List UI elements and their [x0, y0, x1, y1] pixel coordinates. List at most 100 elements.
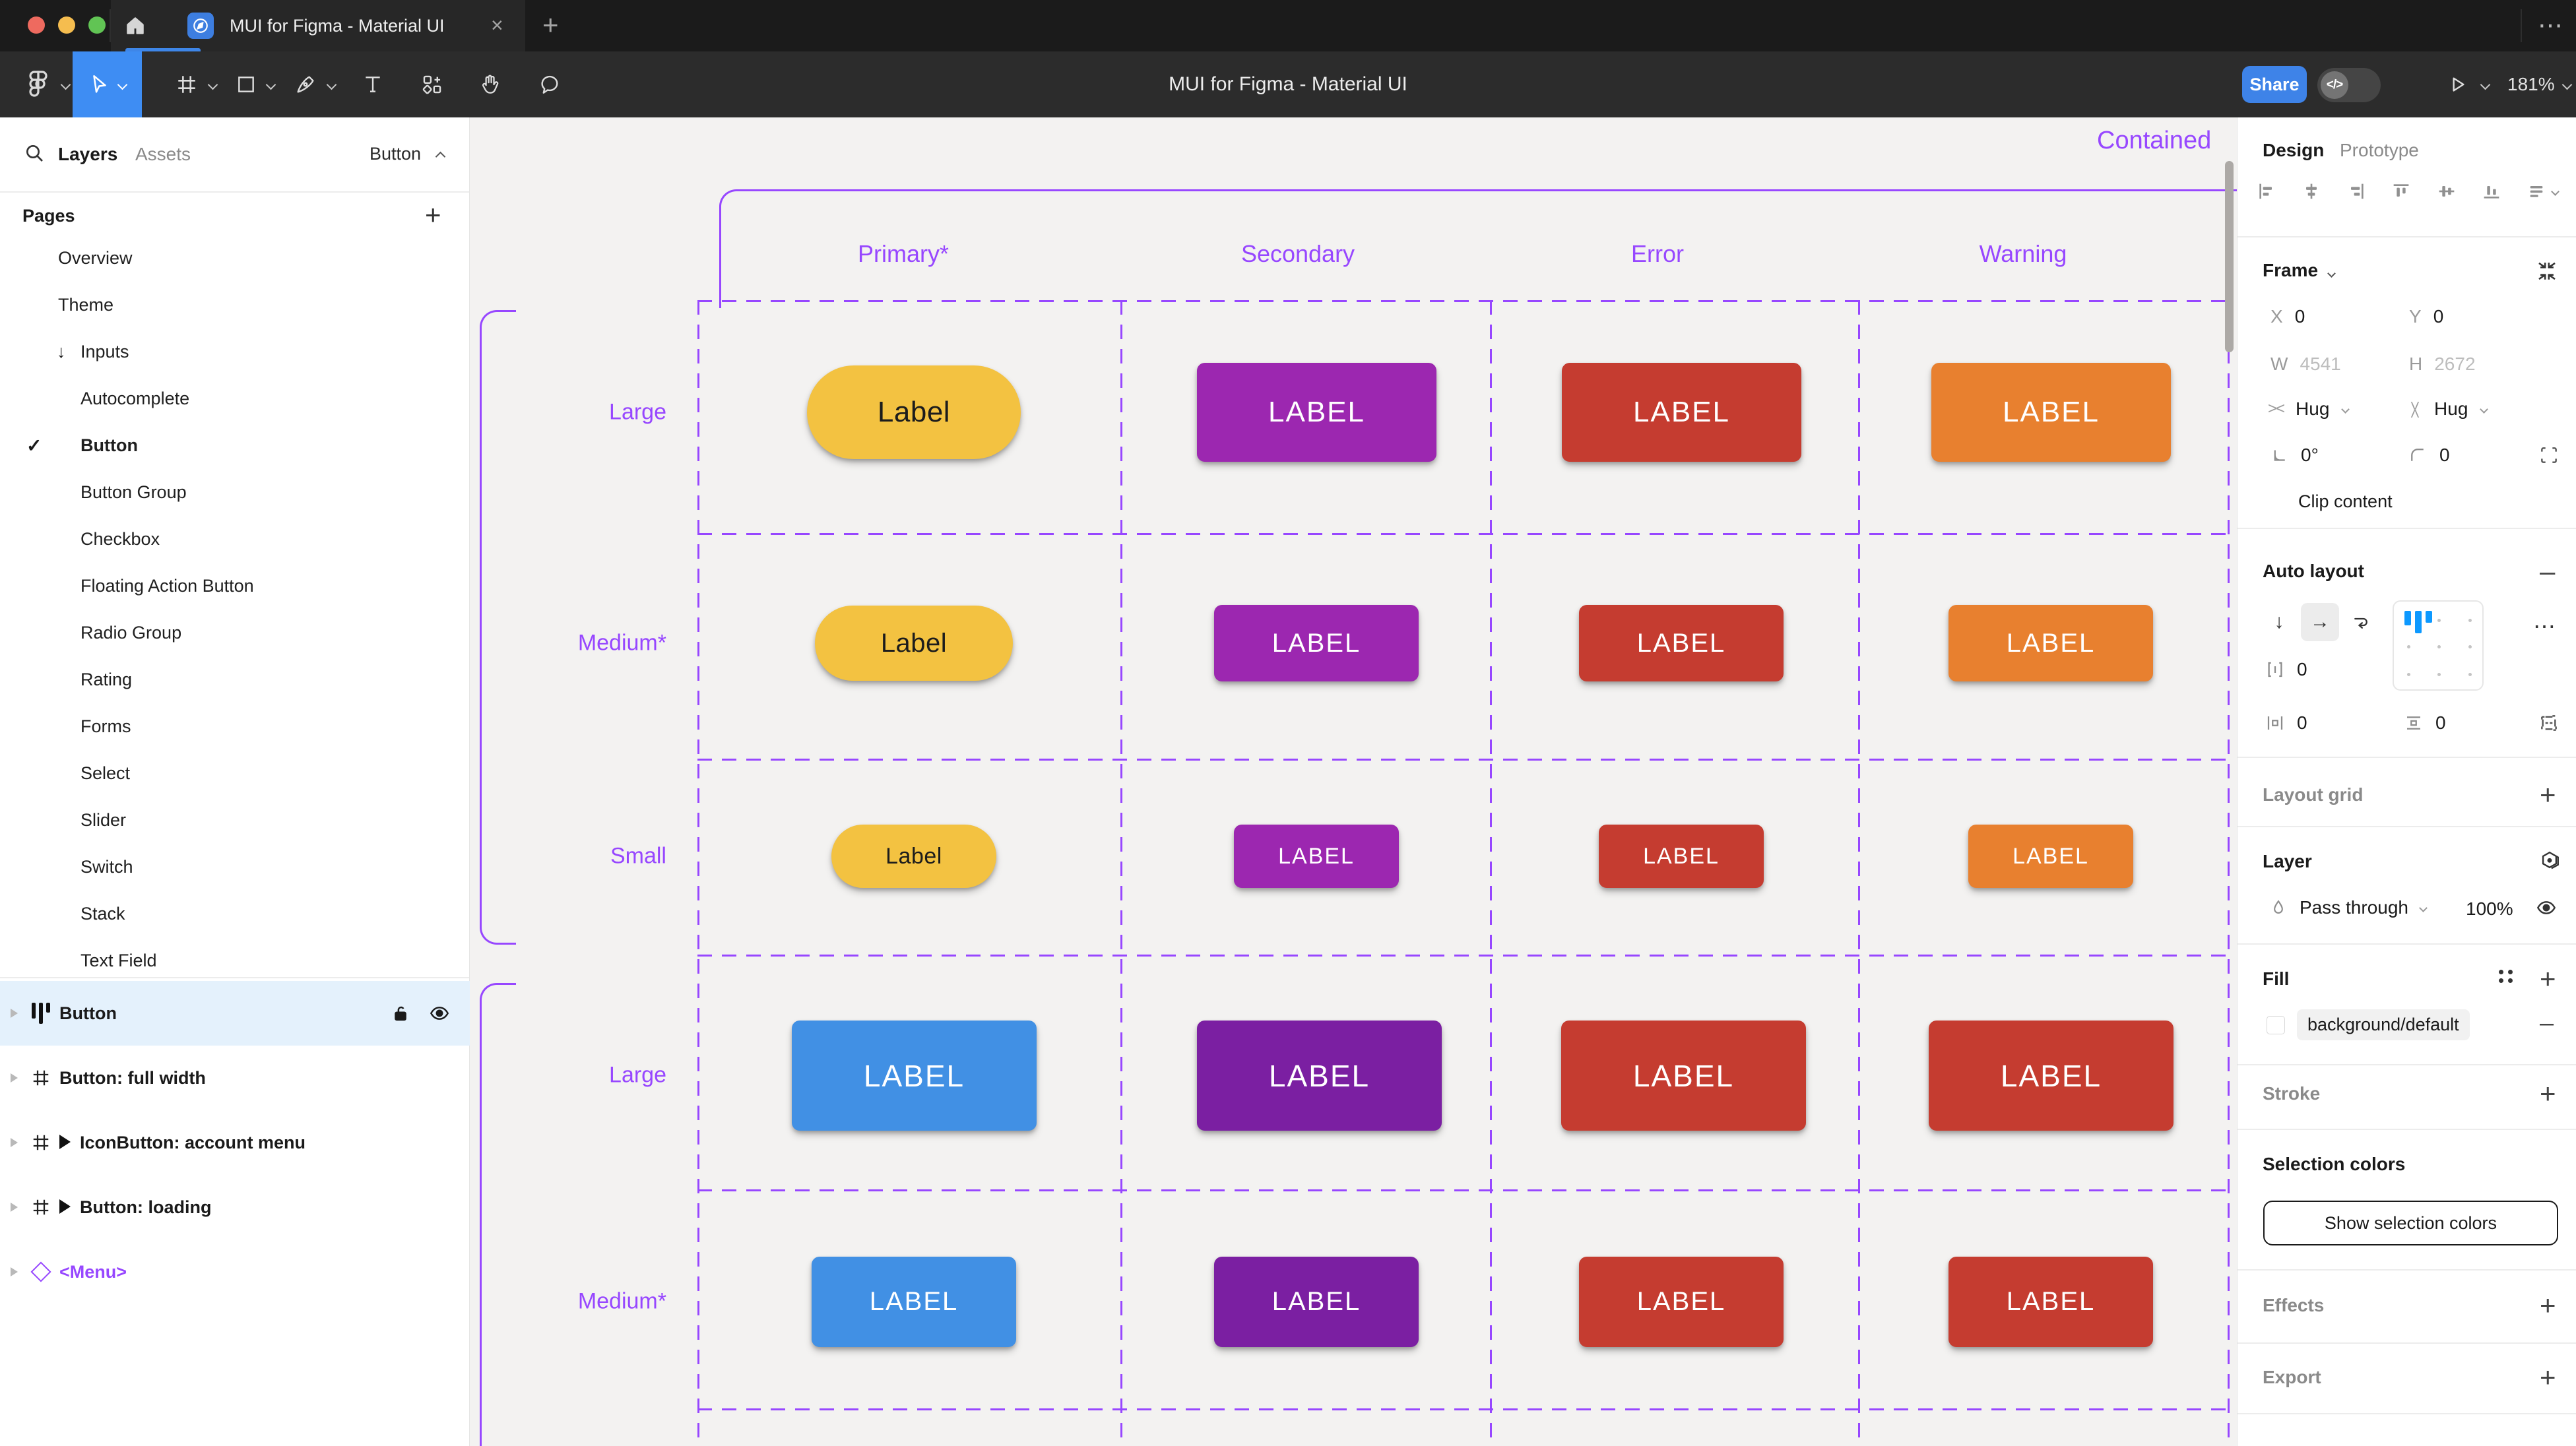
- button-blue-medium[interactable]: LABEL: [812, 1257, 1016, 1347]
- gap-value[interactable]: 0: [2297, 659, 2307, 679]
- align-h-center-icon[interactable]: [2301, 181, 2322, 202]
- button-blue-large[interactable]: LABEL: [792, 1021, 1037, 1131]
- show-selection-colors-button[interactable]: Show selection colors: [2263, 1201, 2558, 1245]
- expand-chevron-icon[interactable]: [11, 1203, 18, 1212]
- button-red-medium-2[interactable]: LABEL: [1948, 1257, 2153, 1347]
- fill-color-swatch[interactable]: [2267, 1016, 2285, 1034]
- pen-tool-button[interactable]: [289, 51, 322, 117]
- scope-dropdown[interactable]: Button: [370, 144, 422, 164]
- page-item-text-field[interactable]: Text Field: [80, 951, 157, 970]
- add-effect-button[interactable]: +: [2540, 1290, 2556, 1321]
- button-red-large[interactable]: LABEL: [1561, 1021, 1806, 1131]
- auto-layout-alignment-widget[interactable]: [2393, 600, 2484, 691]
- button-primary-small[interactable]: Label: [831, 825, 996, 888]
- button-dark-purple-medium[interactable]: LABEL: [1214, 1257, 1419, 1347]
- button-primary-large[interactable]: Label: [807, 365, 1021, 459]
- page-item-rating[interactable]: Rating: [80, 670, 133, 689]
- h-sizing-value[interactable]: Hug: [2296, 398, 2330, 419]
- rotation-value[interactable]: 0°: [2301, 445, 2319, 465]
- button-error-large[interactable]: LABEL: [1562, 363, 1801, 462]
- add-stroke-button[interactable]: +: [2540, 1078, 2556, 1109]
- remove-auto-layout-button[interactable]: –: [2540, 555, 2556, 586]
- layer-row-menu-instance[interactable]: <Menu>: [0, 1240, 470, 1304]
- layout-wrap-icon[interactable]: [2342, 603, 2380, 641]
- add-page-button[interactable]: +: [425, 199, 441, 230]
- height-value[interactable]: 2672: [2434, 354, 2476, 374]
- present-button[interactable]: [2441, 51, 2473, 117]
- lock-open-icon[interactable]: [391, 1003, 410, 1023]
- tab-assets[interactable]: Assets: [135, 144, 191, 164]
- button-warning-small[interactable]: LABEL: [1968, 825, 2133, 888]
- page-item-checkbox[interactable]: Checkbox: [80, 529, 160, 549]
- canvas[interactable]: Contained Primary* Secondary Error Warni…: [470, 117, 2237, 1446]
- move-tool-button[interactable]: [73, 51, 142, 117]
- frame-tool-chevron-icon[interactable]: [203, 51, 222, 117]
- button-error-small[interactable]: LABEL: [1599, 825, 1764, 888]
- new-tab-button[interactable]: +: [542, 9, 559, 40]
- layout-vertical-icon[interactable]: ↓: [2274, 611, 2284, 633]
- page-item-overview[interactable]: Overview: [58, 248, 133, 268]
- add-layout-grid-button[interactable]: +: [2540, 779, 2556, 810]
- page-item-forms[interactable]: Forms: [80, 716, 131, 736]
- layout-horizontal-icon[interactable]: →: [2301, 603, 2339, 641]
- figma-menu-icon[interactable]: [20, 51, 57, 117]
- v-sizing-value[interactable]: Hug: [2434, 398, 2468, 419]
- traffic-light-zoom-button[interactable]: [88, 16, 106, 34]
- vertical-padding-value[interactable]: 0: [2435, 712, 2446, 733]
- opacity-value[interactable]: 100%: [2466, 898, 2513, 919]
- frame-section-title[interactable]: Frame: [2263, 260, 2336, 281]
- visibility-eye-icon[interactable]: [429, 1003, 450, 1024]
- expand-chevron-icon[interactable]: [11, 1138, 18, 1147]
- align-v-center-icon[interactable]: [2436, 181, 2457, 202]
- layer-row-button-full-width[interactable]: Button: full width: [0, 1046, 470, 1110]
- pen-tool-chevron-icon[interactable]: [322, 51, 340, 117]
- button-warning-large[interactable]: LABEL: [1931, 363, 2171, 462]
- distribute-icon[interactable]: [2526, 181, 2560, 202]
- button-secondary-medium[interactable]: LABEL: [1214, 605, 1419, 681]
- align-bottom-icon[interactable]: [2481, 181, 2502, 202]
- zoom-level[interactable]: 181%: [2507, 74, 2555, 94]
- align-right-icon[interactable]: [2346, 181, 2367, 202]
- align-top-icon[interactable]: [2391, 181, 2412, 202]
- document-title[interactable]: MUI for Figma - Material UI: [1169, 73, 1407, 95]
- shape-tool-button[interactable]: [230, 51, 263, 117]
- text-tool-button[interactable]: [355, 51, 391, 117]
- add-export-button[interactable]: +: [2540, 1362, 2556, 1393]
- fill-style-chip[interactable]: background/default: [2297, 1009, 2470, 1040]
- share-button[interactable]: Share: [2242, 66, 2307, 103]
- window-more-icon[interactable]: ⋯: [2538, 12, 2565, 40]
- fill-styles-icon[interactable]: [2499, 970, 2513, 983]
- auto-layout-more-icon[interactable]: ⋯: [2533, 614, 2558, 639]
- page-item-switch[interactable]: Switch: [80, 857, 133, 877]
- actions-tool-button[interactable]: [414, 51, 450, 117]
- independent-corners-icon[interactable]: [2538, 445, 2560, 466]
- hand-tool-button[interactable]: [472, 51, 508, 117]
- layer-row-iconbutton-account-menu[interactable]: IconButton: account menu: [0, 1110, 470, 1175]
- page-item-floating-action-button[interactable]: Floating Action Button: [80, 576, 254, 596]
- present-chevron-icon[interactable]: [2476, 51, 2494, 117]
- traffic-light-close-button[interactable]: [28, 16, 45, 34]
- layer-row-button-loading[interactable]: Button: loading: [0, 1175, 470, 1240]
- tab-prototype[interactable]: Prototype: [2340, 140, 2419, 160]
- page-item-select[interactable]: Select: [80, 763, 131, 783]
- button-error-medium[interactable]: LABEL: [1579, 605, 1784, 681]
- comment-tool-button[interactable]: [532, 51, 567, 117]
- shape-tool-chevron-icon[interactable]: [261, 51, 280, 117]
- page-item-autocomplete[interactable]: Autocomplete: [80, 389, 190, 408]
- page-item-radio-group[interactable]: Radio Group: [80, 623, 182, 643]
- button-dark-purple-large[interactable]: LABEL: [1197, 1021, 1442, 1131]
- page-item-slider[interactable]: Slider: [80, 810, 127, 830]
- search-icon[interactable]: [24, 142, 45, 164]
- blend-mode-value[interactable]: Pass through: [2300, 897, 2408, 918]
- tab-design[interactable]: Design: [2263, 140, 2325, 160]
- frame-tool-button[interactable]: [170, 51, 203, 117]
- page-item-theme[interactable]: Theme: [58, 295, 114, 315]
- button-red-medium[interactable]: LABEL: [1579, 1257, 1784, 1347]
- width-value[interactable]: 4541: [2300, 354, 2341, 374]
- expand-chevron-icon[interactable]: [11, 1073, 18, 1083]
- collapse-panel-icon[interactable]: [2536, 260, 2558, 282]
- traffic-light-minimize-button[interactable]: [58, 16, 75, 34]
- button-warning-medium[interactable]: LABEL: [1948, 605, 2153, 681]
- page-item-stack[interactable]: Stack: [80, 904, 125, 924]
- zoom-chevron-icon[interactable]: [2558, 51, 2576, 117]
